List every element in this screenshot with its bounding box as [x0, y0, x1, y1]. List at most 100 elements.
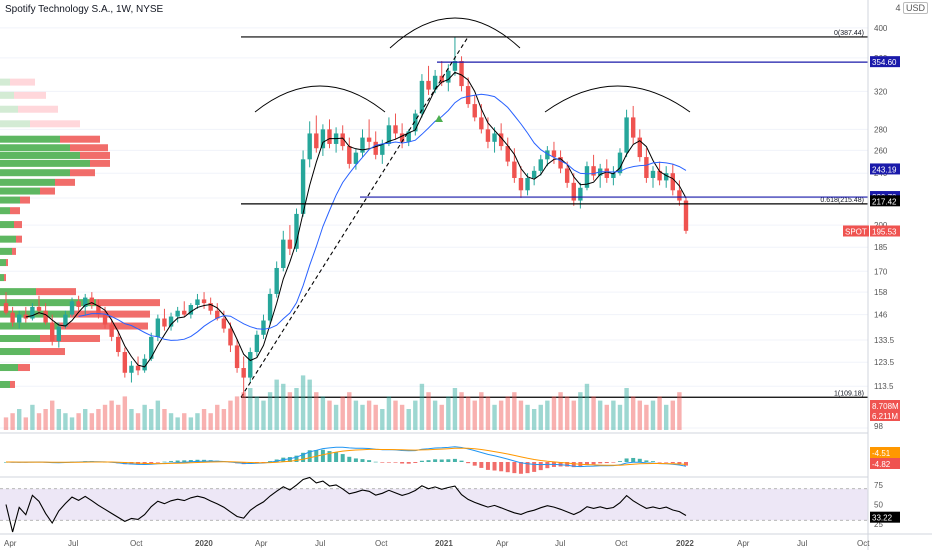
volume-bar: [650, 400, 656, 430]
volume-bar: [89, 413, 95, 430]
macd-hist-bar: [472, 462, 477, 466]
volume-bar: [135, 413, 141, 430]
candle-body: [413, 113, 418, 132]
candle-body: [267, 293, 273, 321]
volume-bar: [663, 404, 669, 430]
volume-bar: [439, 404, 444, 430]
ma-slow-line: [78, 93, 687, 341]
macd-hist-bar: [393, 462, 398, 463]
candle-body: [630, 117, 636, 138]
signal-line: [6, 447, 687, 466]
candle-body: [439, 75, 444, 83]
volume-profile-bar-up: [0, 288, 36, 296]
candle-body: [287, 239, 293, 249]
price-badge-bg: [870, 225, 900, 237]
macd-hist-bar: [268, 461, 273, 462]
macd-hist-bar: [360, 459, 365, 462]
volume-bar: [558, 392, 563, 430]
candle-body: [96, 305, 101, 315]
candle-body: [155, 318, 161, 337]
price-grid: [0, 27, 868, 429]
macd-hist-bar: [565, 462, 570, 467]
volume-profile-bar-up: [0, 247, 12, 255]
macd-badge: -4.82: [872, 460, 891, 469]
candle-body: [459, 61, 464, 87]
rsi-line: [5, 476, 687, 533]
volume-profile-bar-up: [0, 159, 90, 167]
alert-count: 4: [895, 3, 901, 13]
volume-bar: [287, 392, 293, 430]
candle-body: [492, 133, 497, 142]
macd-hist-bar: [525, 462, 530, 474]
candle-body: [168, 316, 174, 327]
volume-profile-bar-down: [14, 221, 22, 229]
macd-hist-bar: [657, 462, 662, 463]
macd-hist-bar: [175, 460, 180, 462]
candle-body: [241, 368, 246, 378]
macd-hist-bar: [367, 460, 372, 462]
candle-body: [89, 297, 95, 306]
macd-hist-bar: [637, 458, 642, 462]
volume-bar: [584, 383, 590, 430]
head-arc: [389, 17, 521, 49]
candle-body: [393, 125, 398, 134]
price-badge: 217.42: [872, 197, 897, 206]
volume-bar: [670, 400, 675, 430]
macd-hist-bar: [479, 462, 484, 468]
volume-profile-bar-down: [55, 178, 75, 186]
candle-body: [525, 177, 530, 191]
candle-body: [281, 239, 286, 268]
rsi-tick-label: 50: [874, 501, 883, 510]
currency-indicator[interactable]: 4 USD: [895, 2, 928, 14]
macd-hist-bar: [571, 462, 576, 468]
macd-hist-bar: [684, 462, 688, 466]
volume-bar: [69, 417, 75, 430]
volume-bar: [274, 379, 279, 430]
volume-bar: [149, 409, 154, 430]
volume-bar: [76, 413, 81, 430]
candle-body: [340, 133, 345, 147]
symbol-badge: SPOT: [845, 227, 867, 236]
time-tick-label: Apr: [255, 539, 268, 548]
candle-body: [485, 129, 491, 142]
candle-body: [215, 310, 220, 319]
volume-bar: [267, 392, 273, 430]
time-tick-label: Apr: [737, 539, 750, 548]
time-tick-label: Jul: [315, 539, 325, 548]
candle-body: [195, 299, 200, 306]
candle-body: [644, 157, 649, 178]
volume-badge-bg: [870, 400, 900, 411]
volume-profile-bar-down: [20, 196, 30, 204]
volume-bar: [617, 404, 623, 430]
price-tick-label: 158: [874, 288, 888, 297]
candle-body: [611, 173, 616, 178]
right-shoulder-arc: [544, 85, 691, 113]
volume-profile-bar-up: [0, 364, 18, 372]
volume-bar: [571, 400, 576, 430]
candle-body: [56, 326, 62, 342]
price-tick-label: 113.5: [874, 382, 894, 391]
macd-hist-bar: [347, 456, 352, 462]
macd-hist-bar: [598, 462, 603, 464]
price-tick-label: 280: [874, 125, 888, 134]
macd-hist-bar: [353, 458, 358, 462]
candle-body: [624, 117, 629, 153]
candle-body: [300, 159, 306, 214]
volume-bar: [340, 396, 345, 430]
time-tick-label: Oct: [615, 539, 628, 548]
macd-hist-bar: [532, 462, 537, 472]
trendline-dashed: [240, 36, 469, 398]
volume-bar: [512, 392, 517, 430]
volume-bar: [564, 396, 570, 430]
macd-hist-bar: [670, 462, 675, 464]
volume-bar: [426, 392, 431, 430]
volume-bar: [366, 400, 372, 430]
macd-hist-bar: [334, 452, 339, 462]
macd-hist-bar: [340, 454, 345, 462]
candle-body: [208, 303, 213, 311]
macd-hist-bar: [664, 462, 669, 463]
volume-bar: [677, 392, 682, 430]
volume-profile-bar-up: [0, 235, 16, 243]
macd-badge: -4.51: [872, 449, 891, 458]
